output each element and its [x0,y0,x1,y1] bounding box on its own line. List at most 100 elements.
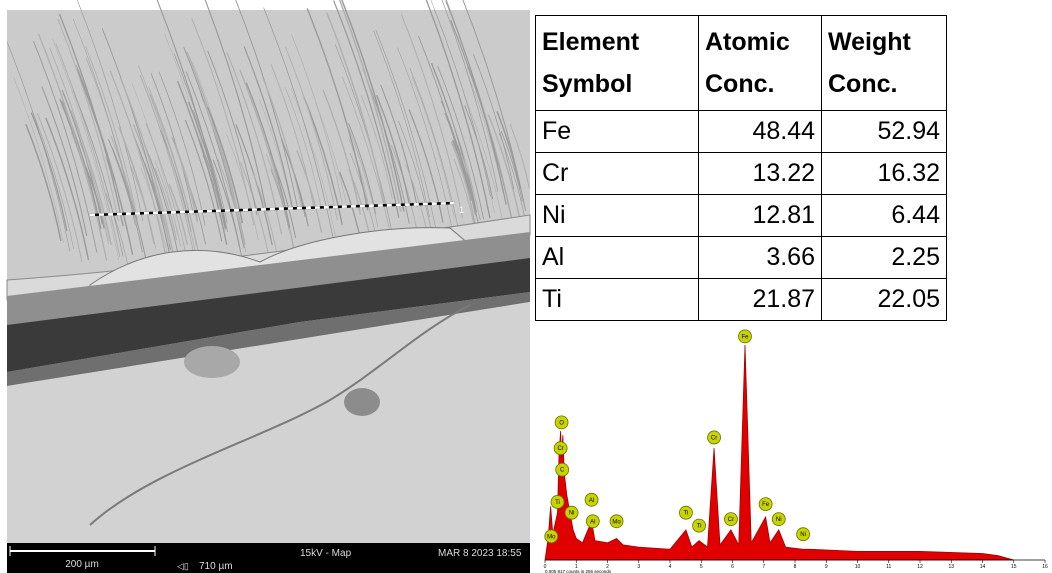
sem-streak [473,54,515,190]
sem-streak [84,165,105,229]
value-cell: 6.44 [821,194,947,237]
x-tick-label: 16 [1042,564,1048,570]
sem-streak [13,77,64,243]
sem-streak [36,112,83,262]
sem-streak [239,69,296,252]
sem-streak [306,8,369,211]
peak-label: Mo [612,519,621,525]
x-tick-label: 3 [637,564,640,570]
sem-streak [49,47,109,245]
x-tick-label: 7 [762,564,765,570]
element-cell: Cr [535,152,699,195]
value-cell: 52.94 [821,110,947,153]
sem-streak [465,70,504,195]
value-cell: 12.81 [698,194,822,237]
peak-label-marker [692,518,706,533]
sem-streak [445,0,507,205]
sem-streak [437,66,484,220]
sem-streak [457,144,481,221]
spectrum: 0 1 2 3 4 5 6 7 8 9 10 11 12 13 14 15 160.005 817 counts… [544,329,1048,573]
sem-streak [212,159,241,251]
x-tick-label: 13 [948,564,954,570]
value-cell: 2.25 [821,236,947,279]
x-tick-label: 9 [825,564,828,570]
sem-streak [333,0,400,219]
sem-streak [226,134,259,241]
sem-streak [500,130,523,202]
mode: 15kV - Map [300,548,352,559]
sem-band [7,292,530,386]
sem-streak [338,0,402,212]
peak-label-marker [679,505,693,520]
sem-streak [76,65,131,244]
sem-blob [184,346,240,378]
sem-band [7,232,530,330]
sem-streak [270,64,315,208]
peak-label-marker [758,497,773,512]
sem-streak [217,159,247,252]
peak-label: Cr [557,446,563,452]
sem-streak [188,101,226,222]
sem-streak [322,89,362,215]
sem-streak [138,65,198,262]
peak-label: Ti [555,500,560,506]
sem-streak [245,82,291,228]
sem-streak [70,110,112,246]
sem-streak [284,87,321,206]
sem-streak [158,71,206,226]
peak-label: C [560,468,565,474]
header-row: Element Symbol Atomic Conc. Weight Conc. [535,15,947,111]
value-cell: 16.32 [821,152,947,195]
element-cell: Ni [535,194,699,237]
sem-streak [341,76,394,247]
peak-label-marker [550,495,565,509]
field-width-icon: ◁▯ [177,561,189,571]
peak-label-marker [553,441,568,456]
line-marker: 1 [459,205,464,215]
value-cell: 3.66 [698,236,822,279]
sem-streak [207,50,258,216]
sem-streak [235,0,299,211]
peak-label: Fe [741,334,749,340]
peak-label: Ni [800,532,806,538]
header-text: Element [542,28,640,56]
header-text: Symbol [542,70,633,98]
sem-streak [360,94,393,200]
x-tick-label: 4 [669,564,672,570]
sem-streak [373,30,430,218]
x-tick-label: 1 [575,564,578,570]
sem-streak [57,18,119,222]
peak-label: Al [589,498,594,504]
value-cell: 48.44 [698,110,822,153]
sem-streak [375,94,410,204]
peak-label-marker [555,462,570,477]
sem-streak [119,77,174,253]
scale-label: 200 µm [65,559,99,570]
peak-label-marker [554,415,569,430]
peak-label: Ti [684,511,689,517]
sem-streak [425,0,491,219]
header-cell: Element Symbol [535,15,699,111]
sem-streak [148,87,197,246]
peak-label: Ti [697,524,702,530]
peak-label-marker [771,512,786,527]
table-row: Cr 13.22 16.32 [535,152,947,195]
x-tick-label: 14 [980,564,986,570]
sem-streak [204,0,268,213]
element-cell: Ti [535,278,699,321]
sem-streak [433,8,491,197]
sem-streak [45,117,90,261]
sem-streak [441,0,499,192]
sem-streak [72,18,136,226]
element-cell: Fe [535,110,699,153]
x-tick-label: 10 [855,564,861,570]
sem-streak [464,105,494,200]
sem-streak [154,160,181,247]
sem-streak [38,33,108,261]
sem-streak [176,80,228,245]
sem-streak [270,169,290,230]
sem-streak [150,73,194,215]
x-tick-label: 8 [794,564,797,570]
sem-streak [105,193,129,269]
